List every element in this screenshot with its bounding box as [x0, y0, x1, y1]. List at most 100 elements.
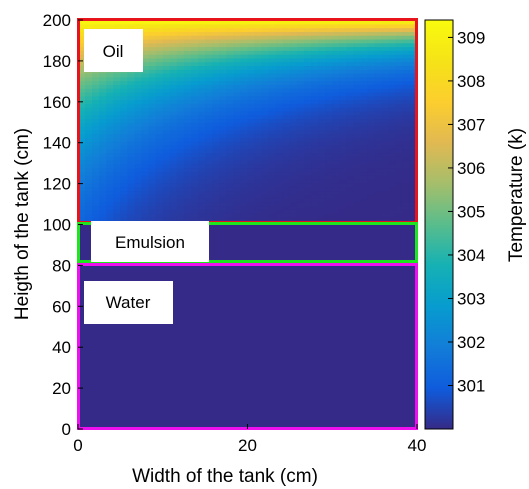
- field-cell: [304, 129, 312, 135]
- field-cell: [219, 148, 227, 154]
- field-cell: [155, 95, 164, 101]
- field-cell: [381, 110, 390, 116]
- field-cell: [318, 213, 326, 218]
- field-cell: [141, 175, 150, 180]
- field-cell: [289, 99, 298, 104]
- field-cell: [381, 213, 390, 218]
- field-cell: [85, 205, 93, 210]
- field-cell: [381, 107, 390, 112]
- field-cell: [275, 175, 284, 180]
- field-cell: [304, 69, 312, 74]
- field-cell: [162, 197, 171, 203]
- field-cell: [169, 76, 178, 82]
- field-cell: [304, 205, 312, 210]
- field-cell: [402, 213, 411, 218]
- field-cell: [289, 167, 298, 173]
- field-cell: [254, 23, 263, 29]
- field-cell: [155, 42, 164, 48]
- field-cell: [339, 129, 347, 135]
- field-cell: [332, 69, 340, 74]
- field-cell: [289, 65, 298, 70]
- field-cell: [85, 133, 93, 138]
- field-cell: [78, 57, 86, 63]
- field-cell: [261, 57, 270, 63]
- field-cell: [78, 175, 86, 180]
- field-cell: [402, 69, 411, 74]
- field-cell: [205, 110, 213, 116]
- field-cell: [282, 27, 291, 32]
- field-cell: [212, 160, 220, 165]
- field-cell: [92, 144, 100, 150]
- field-cell: [318, 152, 326, 157]
- field-cell: [212, 76, 220, 82]
- field-cell: [233, 186, 242, 192]
- field-cell: [141, 171, 150, 176]
- colorbar-tick-label: 303: [457, 289, 485, 308]
- field-cell: [212, 137, 220, 142]
- field-cell: [268, 50, 277, 55]
- field-cell: [381, 84, 390, 89]
- field-cell: [374, 160, 383, 165]
- field-cell: [226, 23, 234, 29]
- field-cell: [268, 213, 277, 218]
- field-cell: [325, 65, 333, 70]
- field-cell: [289, 171, 298, 176]
- field-cell: [332, 129, 340, 135]
- field-cell: [134, 118, 143, 123]
- field-cell: [304, 133, 312, 138]
- field-cell: [304, 182, 312, 188]
- field-cell: [332, 171, 340, 176]
- field-cell: [261, 76, 270, 82]
- field-cell: [78, 163, 86, 169]
- field-cell: [141, 133, 150, 138]
- field-cell: [304, 213, 312, 218]
- field-cell: [191, 80, 199, 85]
- field-cell: [296, 190, 305, 195]
- field-cell: [268, 141, 277, 146]
- field-cell: [318, 31, 326, 36]
- field-cell: [78, 118, 86, 123]
- field-cell: [282, 65, 291, 70]
- field-cell: [353, 133, 362, 138]
- field-cell: [360, 182, 369, 188]
- field-cell: [141, 103, 150, 108]
- field-cell: [275, 20, 284, 25]
- field-cell: [346, 27, 355, 32]
- field-cell: [212, 182, 220, 188]
- field-cell: [339, 31, 347, 36]
- field-cell: [233, 69, 242, 74]
- field-cell: [268, 54, 277, 59]
- field-cell: [360, 61, 369, 67]
- field-cell: [289, 35, 298, 40]
- field-cell: [388, 205, 397, 210]
- field-cell: [296, 201, 305, 207]
- field-cell: [191, 122, 199, 127]
- field-cell: [148, 137, 157, 142]
- field-cell: [332, 95, 340, 101]
- field-cell: [402, 137, 411, 142]
- field-cell: [325, 133, 333, 138]
- field-cell: [219, 42, 227, 48]
- field-cell: [318, 126, 326, 131]
- field-cell: [261, 163, 270, 169]
- field-cell: [367, 103, 376, 108]
- field-cell: [311, 190, 319, 195]
- field-cell: [332, 46, 340, 51]
- field-cell: [226, 35, 234, 40]
- field-cell: [332, 99, 340, 104]
- field-cell: [99, 194, 107, 199]
- field-cell: [78, 80, 86, 85]
- field-cell: [155, 84, 164, 89]
- field-cell: [395, 95, 404, 101]
- field-cell: [388, 54, 397, 59]
- field-cell: [311, 42, 319, 48]
- field-cell: [395, 122, 404, 127]
- field-cell: [261, 141, 270, 146]
- field-cell: [296, 216, 305, 222]
- field-cell: [78, 126, 86, 131]
- field-cell: [332, 73, 340, 78]
- field-cell: [289, 197, 298, 203]
- field-cell: [127, 194, 136, 199]
- field-cell: [191, 107, 199, 112]
- field-cell: [339, 133, 347, 138]
